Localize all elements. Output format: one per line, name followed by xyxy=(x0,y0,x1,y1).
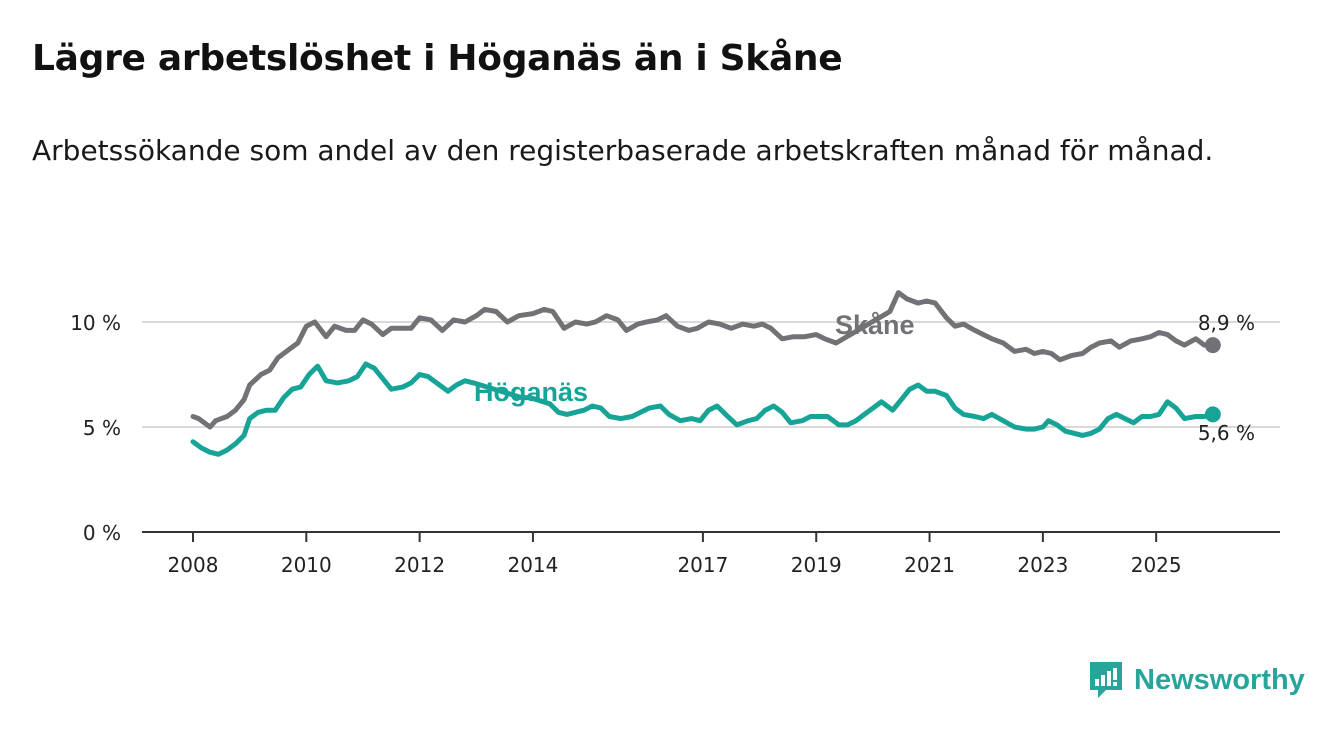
x-tick-label: 2008 xyxy=(168,553,219,577)
series-label-skane: Skåne xyxy=(835,310,915,340)
series-line-skane xyxy=(190,290,1216,430)
brand-name: Newsworthy xyxy=(1134,663,1305,696)
y-tick-label: 10 % xyxy=(70,311,121,335)
x-tick-label: 2025 xyxy=(1131,553,1182,577)
x-tick-label: 2017 xyxy=(677,553,728,577)
y-tick-label: 5 % xyxy=(83,416,121,440)
series-end-dot xyxy=(1204,406,1221,423)
x-tick-label: 2019 xyxy=(791,553,842,577)
x-tick-label: 2012 xyxy=(394,553,445,577)
chart-subtitle: Arbetssökande som andel av den registerb… xyxy=(32,134,1214,167)
series-line-hoganas xyxy=(190,361,1216,457)
newsworthy-logo-icon xyxy=(1090,662,1122,698)
newsworthy-brand[interactable]: Newsworthy xyxy=(1088,660,1305,700)
x-tick-label: 2014 xyxy=(507,553,558,577)
series-end-dot xyxy=(1204,337,1221,354)
end-value-label: 8,9 % xyxy=(1198,311,1255,335)
end-value-label: 5,6 % xyxy=(1198,421,1255,445)
y-tick-label: 0 % xyxy=(83,521,121,545)
x-tick-label: 2010 xyxy=(281,553,332,577)
x-tick-label: 2021 xyxy=(904,553,955,577)
series-label-hoganas: Höganäs xyxy=(474,377,588,407)
x-tick-label: 2023 xyxy=(1017,553,1068,577)
chart-title: Lägre arbetslöshet i Höganäs än i Skåne xyxy=(32,38,843,79)
